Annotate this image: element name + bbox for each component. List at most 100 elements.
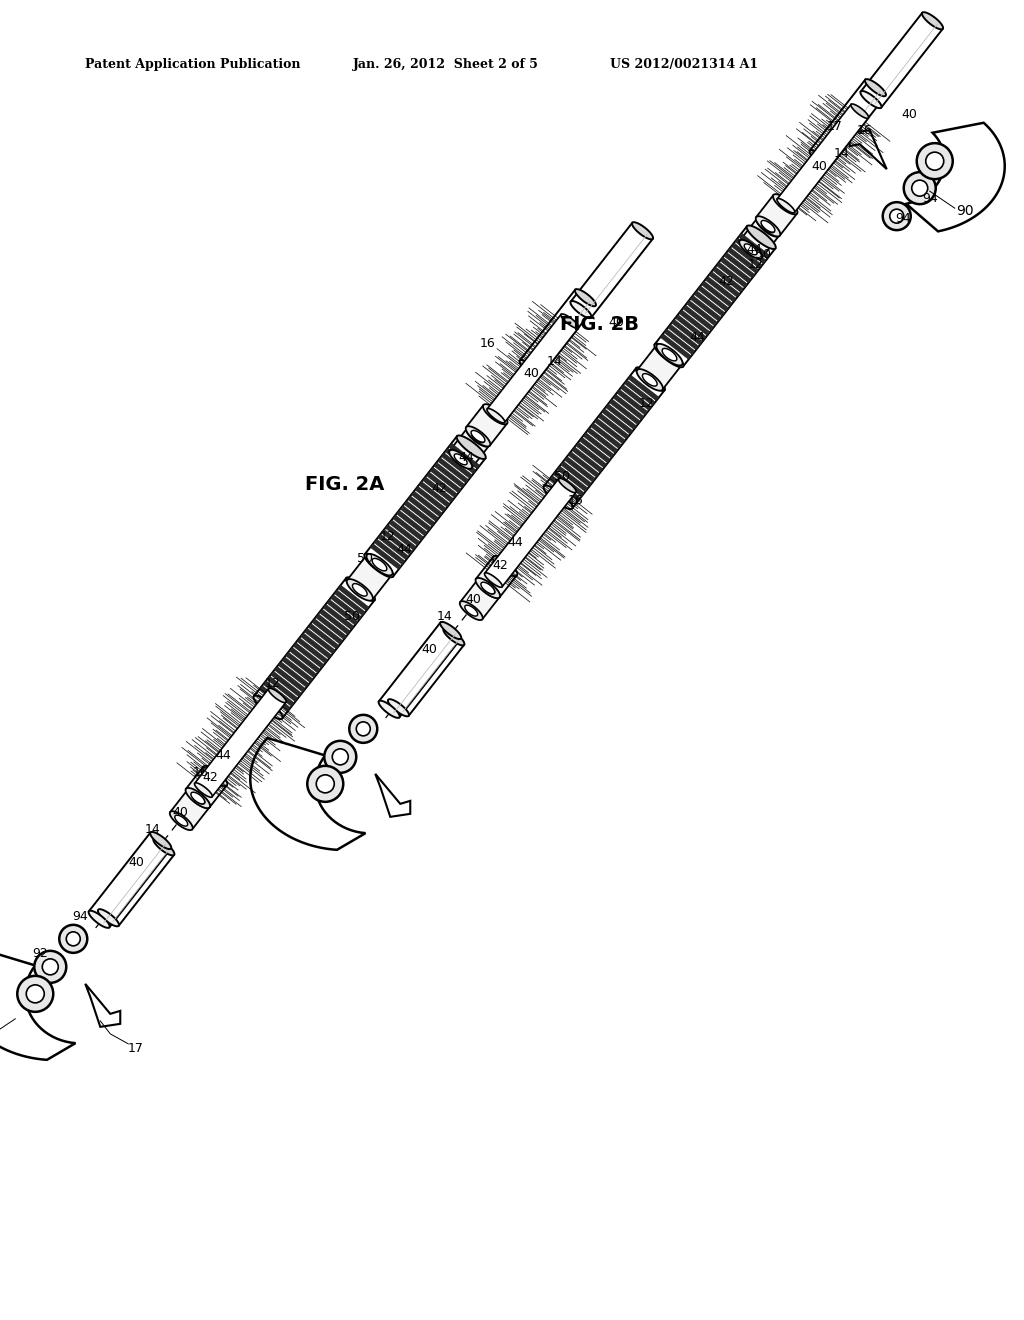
Polygon shape [731, 243, 763, 268]
Circle shape [325, 741, 356, 772]
Polygon shape [735, 238, 766, 264]
Circle shape [316, 775, 334, 793]
Polygon shape [388, 628, 464, 715]
Polygon shape [637, 345, 682, 389]
Text: 42: 42 [431, 482, 447, 495]
Polygon shape [553, 471, 585, 496]
Text: FIG. 2A: FIG. 2A [305, 475, 385, 494]
Polygon shape [560, 461, 592, 487]
Polygon shape [460, 579, 500, 619]
Polygon shape [254, 578, 375, 718]
Polygon shape [334, 590, 366, 615]
Polygon shape [613, 395, 644, 420]
Polygon shape [660, 334, 691, 359]
Circle shape [17, 975, 53, 1012]
Polygon shape [720, 257, 752, 282]
Polygon shape [263, 681, 294, 706]
Text: FIG. 2B: FIG. 2B [560, 315, 640, 334]
Polygon shape [557, 466, 588, 492]
Text: 44: 44 [690, 331, 706, 343]
Polygon shape [440, 622, 461, 639]
Polygon shape [550, 475, 581, 502]
Polygon shape [583, 433, 614, 458]
Polygon shape [773, 194, 798, 214]
Polygon shape [89, 911, 110, 928]
Polygon shape [437, 458, 469, 483]
Text: 14: 14 [145, 824, 161, 837]
Polygon shape [519, 360, 541, 378]
Polygon shape [636, 367, 665, 391]
Polygon shape [668, 325, 698, 350]
Polygon shape [443, 628, 464, 645]
Polygon shape [628, 375, 659, 401]
Text: 16: 16 [480, 337, 496, 350]
Polygon shape [467, 428, 489, 446]
Polygon shape [744, 244, 757, 255]
Polygon shape [571, 447, 603, 473]
Polygon shape [672, 319, 702, 345]
Polygon shape [400, 506, 431, 531]
Polygon shape [170, 812, 193, 830]
Polygon shape [89, 833, 171, 927]
Polygon shape [381, 529, 413, 556]
Polygon shape [481, 582, 495, 594]
Polygon shape [654, 343, 683, 367]
Circle shape [349, 715, 377, 743]
Polygon shape [777, 198, 795, 213]
Polygon shape [449, 444, 480, 469]
Polygon shape [761, 220, 775, 232]
Polygon shape [415, 486, 446, 512]
Circle shape [904, 172, 936, 205]
Circle shape [59, 925, 87, 953]
Polygon shape [270, 671, 302, 697]
Polygon shape [98, 909, 119, 927]
Polygon shape [865, 79, 886, 96]
Polygon shape [175, 816, 187, 826]
Text: 40: 40 [128, 855, 144, 869]
Polygon shape [739, 219, 779, 257]
Circle shape [911, 180, 928, 197]
Polygon shape [441, 453, 472, 479]
Polygon shape [445, 447, 476, 474]
Polygon shape [374, 539, 406, 565]
Polygon shape [170, 789, 210, 829]
Polygon shape [365, 553, 393, 577]
Text: 17: 17 [127, 1043, 143, 1056]
Polygon shape [347, 579, 373, 601]
Text: 50: 50 [357, 552, 373, 565]
Polygon shape [193, 793, 205, 804]
Text: 40: 40 [812, 160, 827, 173]
Polygon shape [195, 783, 212, 797]
Text: Patent Application Publication: Patent Application Publication [85, 58, 300, 71]
Polygon shape [319, 609, 350, 635]
Text: 42: 42 [719, 275, 734, 288]
Text: 42: 42 [202, 771, 218, 784]
Polygon shape [85, 983, 120, 1027]
Polygon shape [778, 198, 793, 210]
Polygon shape [520, 289, 596, 376]
Polygon shape [186, 767, 227, 808]
Polygon shape [675, 314, 707, 341]
Polygon shape [259, 685, 291, 711]
Polygon shape [268, 688, 286, 702]
Text: 50: 50 [755, 248, 771, 261]
Circle shape [356, 722, 371, 735]
Polygon shape [574, 289, 596, 306]
Text: 50: 50 [344, 610, 360, 623]
Polygon shape [378, 535, 409, 560]
Circle shape [27, 985, 44, 1003]
Text: 94: 94 [895, 211, 910, 224]
Polygon shape [683, 305, 714, 331]
Polygon shape [922, 12, 943, 29]
Polygon shape [267, 676, 298, 702]
Polygon shape [208, 770, 222, 781]
Polygon shape [331, 594, 361, 620]
Text: 12: 12 [748, 257, 763, 271]
Polygon shape [430, 467, 461, 492]
Polygon shape [385, 524, 417, 550]
Text: 40: 40 [524, 367, 540, 380]
Polygon shape [570, 301, 592, 318]
Text: 44: 44 [459, 451, 474, 463]
Polygon shape [0, 948, 76, 1060]
Circle shape [926, 152, 944, 170]
